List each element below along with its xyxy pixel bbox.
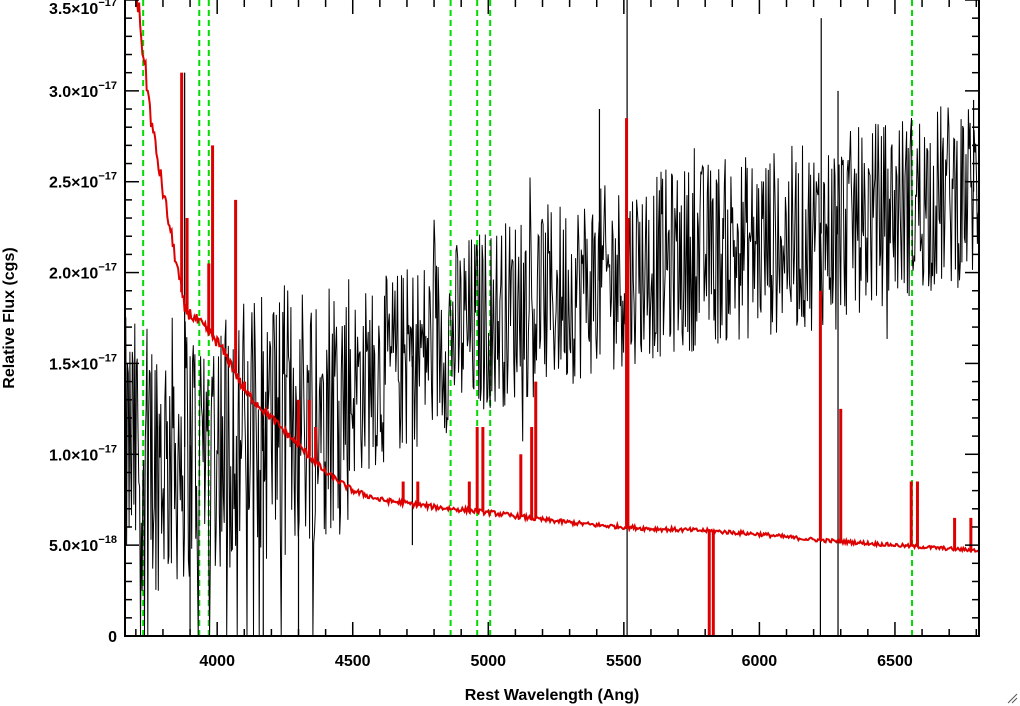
- y-tick-label: 1.5×10−17: [49, 352, 117, 373]
- x-axis: 4000 4500 5000 5500 6000 6500: [135, 0, 978, 670]
- y-tick-label: 1.0×10−17: [49, 443, 117, 464]
- x-tick-label: 4500: [335, 653, 371, 670]
- y-tick-label: 3.0×10−17: [49, 80, 117, 101]
- x-tick-label: 4000: [199, 653, 235, 670]
- plot-frame: [124, 0, 980, 637]
- model-emission-lines: [180, 72, 973, 636]
- x-tick-label: 5000: [470, 653, 506, 670]
- series-model-spectrum: [135, 0, 980, 554]
- y-tick-label: 3.5×10−17: [49, 0, 117, 18]
- y-tick-label: 0: [108, 629, 117, 646]
- y-tick-label: 2.0×10−17: [49, 262, 117, 283]
- series-layer: [124, 0, 980, 637]
- x-tick-label: 6500: [877, 653, 913, 670]
- x-tick-label: 6000: [742, 653, 778, 670]
- y-axis-title: Relative Flux (cgs): [1, 247, 18, 388]
- series-observed-spectrum: [124, 106, 980, 637]
- x-tick-label: 5500: [606, 653, 642, 670]
- y-tick-label: 2.5×10−17: [49, 171, 117, 192]
- y-axis: 0 5.0×10−18 1.0×10−17 1.5×10−17 2.0×10−17 2.5…: [49, 0, 979, 646]
- x-axis-title: Rest Wavelength (Ang): [465, 687, 640, 704]
- resize-grip-icon[interactable]: [1006, 692, 1018, 704]
- y-tick-label: 5.0×10−18: [49, 534, 117, 555]
